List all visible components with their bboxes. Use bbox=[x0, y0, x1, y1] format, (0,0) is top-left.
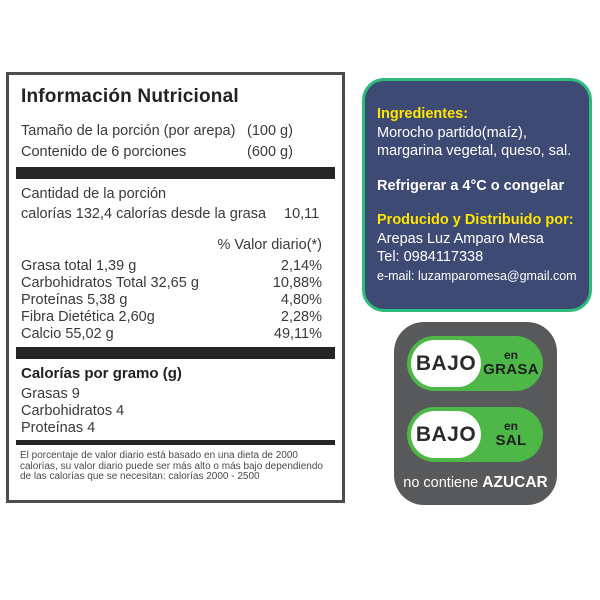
nutrition-facts-panel: Información Nutricional Tamaño de la por… bbox=[6, 72, 345, 503]
spacer bbox=[377, 161, 577, 177]
table-row: Fibra Dietética 2,60g 2,28% bbox=[21, 309, 322, 326]
no-sugar-word: AZUCAR bbox=[482, 474, 548, 491]
table-row: Calcio 55,02 g 49,11% bbox=[21, 326, 322, 343]
spacer bbox=[377, 195, 577, 211]
serving-size-label: Tamaño de la porción (por arepa) bbox=[21, 123, 236, 139]
calories-from-fat-value: 10,11 bbox=[284, 206, 320, 222]
low-salt-badge: BAJO en SAL bbox=[407, 407, 543, 462]
low-fat-badge: BAJO en GRASA bbox=[407, 336, 543, 391]
calories-per-gram-list: Grasas 9 Carbohidratos 4 Proteínas 4 bbox=[21, 386, 124, 437]
daily-value-footnote: El porcentaje de valor diario está basad… bbox=[20, 450, 323, 482]
servings-per-container-value: (600 g) bbox=[247, 144, 293, 160]
servings-per-container-row: Contenido de 6 porciones (600 g) bbox=[21, 144, 330, 160]
calories-per-gram-heading: Calorías por gramo (g) bbox=[21, 365, 182, 382]
badge-big-text: BAJO bbox=[415, 351, 477, 375]
nutrient-percent: 4,80% bbox=[280, 292, 322, 308]
badge-qualifier-top: en bbox=[503, 419, 518, 434]
table-row: Proteínas 5,38 g 4,80% bbox=[21, 292, 322, 309]
producer-phone: Tel: 0984117338 bbox=[377, 249, 484, 265]
producer-heading: Producido y Distribuido por: bbox=[377, 212, 574, 228]
serving-size-value: (100 g) bbox=[247, 123, 293, 139]
calories-label: calorías 132,4 calorías desde la grasa bbox=[21, 206, 267, 222]
badge-white-capsule: BAJO bbox=[411, 411, 481, 458]
nutrient-label: Grasa total 1,39 g bbox=[21, 258, 137, 274]
nutrient-label: Calcio 55,02 g bbox=[21, 326, 114, 342]
badge-qualifier: en GRASA bbox=[483, 336, 539, 391]
list-item: Proteínas 4 bbox=[21, 420, 96, 436]
nutrient-percent: 10,88% bbox=[272, 275, 322, 291]
ingredients-line: Morocho partido(maíz), bbox=[377, 124, 527, 141]
table-row: Carbohidratos Total 32,65 g 10,88% bbox=[21, 275, 322, 292]
list-item: Grasas 9 bbox=[21, 386, 80, 402]
nutrient-table: Grasa total 1,39 g 2,14% Carbohidratos T… bbox=[21, 258, 322, 343]
servings-per-container-label: Contenido de 6 porciones bbox=[21, 144, 187, 160]
nutrient-percent: 2,14% bbox=[280, 258, 322, 274]
badge-qualifier-bottom: GRASA bbox=[483, 360, 539, 378]
no-sugar-claim: no contiene AZUCAR bbox=[394, 474, 557, 492]
daily-value-heading: % Valor diario(*) bbox=[217, 237, 323, 253]
ingredients-heading: Ingredientes: bbox=[377, 106, 469, 122]
nutrient-label: Fibra Dietética 2,60g bbox=[21, 309, 155, 325]
nutrient-percent: 49,11% bbox=[273, 326, 322, 342]
badge-white-capsule: BAJO bbox=[411, 340, 481, 387]
amount-per-serving-heading: Cantidad de la porción bbox=[21, 186, 167, 202]
ingredients-line: margarina vegetal, queso, sal. bbox=[377, 143, 572, 159]
calories-row: calorías 132,4 calorías desde la grasa 1… bbox=[21, 206, 330, 222]
nutrition-panel-title: Información Nutricional bbox=[21, 86, 239, 107]
table-row: Grasa total 1,39 g 2,14% bbox=[21, 258, 322, 275]
producer-email: e-mail: luzamparomesa@gmail.com bbox=[377, 268, 577, 283]
list-item: Carbohidratos 4 bbox=[21, 403, 125, 419]
nutrient-label: Proteínas 5,38 g bbox=[21, 292, 128, 308]
nutrient-percent: 2,28% bbox=[280, 309, 322, 325]
no-sugar-prefix: no contiene bbox=[403, 475, 483, 491]
badge-qualifier: en SAL bbox=[483, 407, 539, 462]
thick-divider-bar bbox=[16, 347, 335, 359]
thin-divider-bar bbox=[16, 440, 335, 445]
producer-name: Arepas Luz Amparo Mesa bbox=[377, 230, 544, 247]
thick-divider-bar bbox=[16, 167, 335, 179]
badge-qualifier-bottom: SAL bbox=[495, 431, 527, 449]
storage-instructions: Refrigerar a 4°C o congelar bbox=[377, 177, 565, 194]
ingredients-info-box: Ingredientes: Morocho partido(maíz), mar… bbox=[362, 78, 592, 312]
badge-qualifier-top: en bbox=[503, 348, 518, 363]
serving-size-row: Tamaño de la porción (por arepa) (100 g) bbox=[21, 123, 330, 139]
badge-big-text: BAJO bbox=[415, 422, 477, 446]
nutrient-label: Carbohidratos Total 32,65 g bbox=[21, 275, 199, 291]
claims-box: BAJO en GRASA BAJO en SAL no contiene AZ… bbox=[394, 322, 557, 505]
